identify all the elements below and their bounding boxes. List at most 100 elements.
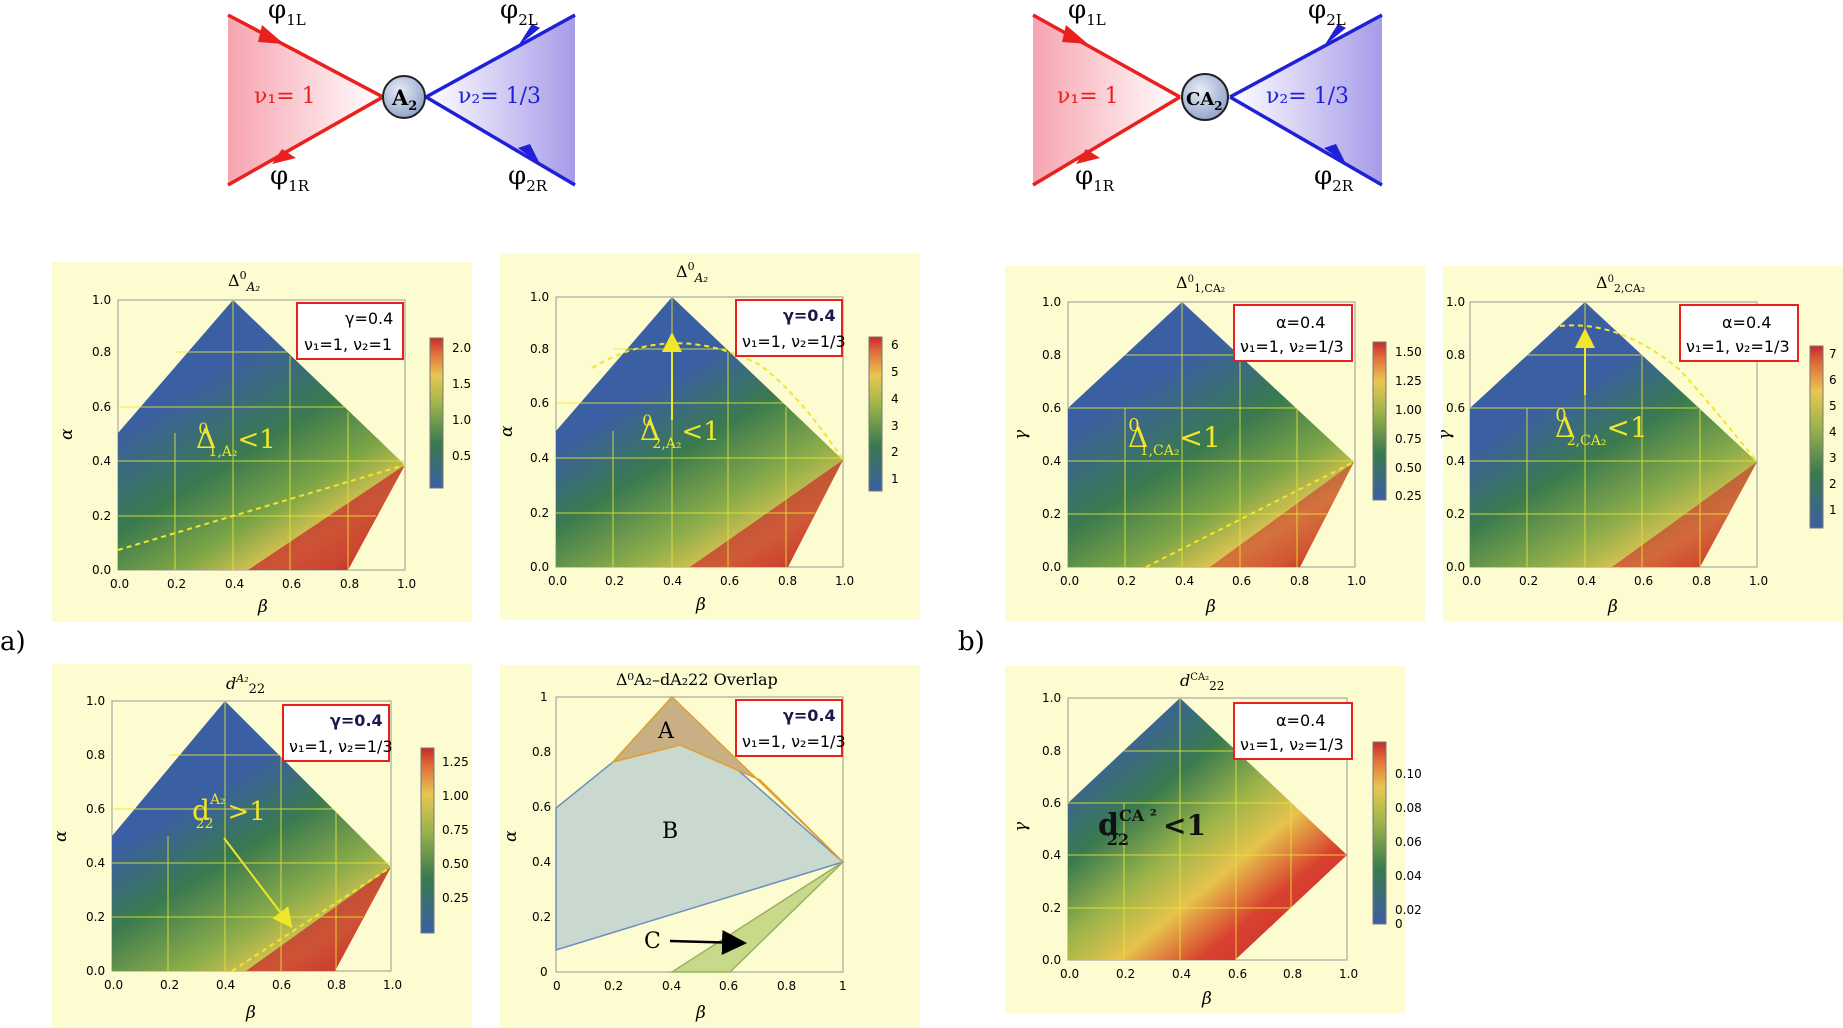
node-b-label: CA2	[1186, 89, 1223, 113]
svg-text:1.0: 1.0	[397, 577, 416, 591]
svg-text:0.2: 0.2	[1042, 507, 1061, 521]
svg-text:0.2: 0.2	[530, 506, 549, 520]
y-axis-label: γ	[1011, 429, 1031, 440]
label-a: a)	[0, 627, 26, 657]
svg-text:0.4: 0.4	[1172, 967, 1191, 981]
svg-text:0.2: 0.2	[86, 910, 105, 924]
y-axis-label: α	[497, 425, 517, 437]
svg-text:0.4: 0.4	[1577, 574, 1596, 588]
svg-text:1.0: 1.0	[1042, 691, 1061, 705]
svg-text:2: 2	[891, 445, 899, 459]
svg-text:0.75: 0.75	[1395, 432, 1422, 446]
svg-text:0.4: 0.4	[92, 454, 111, 468]
svg-text:0.4: 0.4	[1042, 454, 1061, 468]
svg-text:0.2: 0.2	[1117, 574, 1136, 588]
nu1-label-a: ν₁= 1	[254, 84, 316, 109]
svg-text:0.6: 0.6	[282, 577, 301, 591]
x-ticks: 0.0 0.2 0.4 0.6 0.8 1.0	[110, 577, 416, 591]
svg-text:1.0: 1.0	[1339, 967, 1358, 981]
svg-text:1: 1	[1829, 503, 1837, 517]
svg-text:0.2: 0.2	[160, 978, 179, 992]
svg-text:0.8: 0.8	[1290, 574, 1309, 588]
svg-text:1.0: 1.0	[835, 574, 854, 588]
nu2-label-b: ν₂= 1/3	[1266, 84, 1349, 109]
svg-text:0.6: 0.6	[272, 978, 291, 992]
svg-text:0.6: 0.6	[1228, 967, 1247, 981]
svg-text:7: 7	[1829, 347, 1837, 361]
svg-text:1.0: 1.0	[1347, 574, 1366, 588]
svg-text:0.0: 0.0	[1060, 967, 1079, 981]
inner-label: Δ01,A₂<1	[196, 419, 276, 460]
svg-text:0.0: 0.0	[1462, 574, 1481, 588]
param-nu: ν₁=1, ν₂=1/3	[742, 732, 846, 751]
x-ticks: 0.0 0.2 0.4 0.6 0.8 1.0	[1462, 574, 1768, 588]
svg-text:0.6: 0.6	[1446, 401, 1465, 415]
param-box	[296, 302, 404, 360]
x-axis-label: β	[257, 597, 268, 617]
x-ticks: 0.0 0.2 0.4 0.6 0.8 1.0	[104, 978, 402, 992]
panel-overlap: Δ⁰A₂–dA₂22 Overlap A B C γ=0.4 ν₁=1, ν₂=…	[500, 665, 920, 1028]
x-axis-label: β	[1205, 597, 1216, 617]
svg-text:0.02: 0.02	[1395, 903, 1422, 917]
svg-text:1.0: 1.0	[1042, 295, 1061, 309]
svg-text:1.0: 1.0	[86, 694, 105, 708]
y-ticks: 0.0 0.2 0.4 0.6 0.8 1.0	[530, 290, 549, 574]
svg-text:0.8: 0.8	[340, 577, 359, 591]
nu1-label-b: ν₁= 1	[1057, 84, 1119, 109]
svg-text:0.6: 0.6	[1042, 796, 1061, 810]
param-nu: ν₁=1, ν₂=1/3	[1240, 337, 1344, 356]
param-box	[735, 299, 843, 357]
param-box	[282, 704, 390, 762]
svg-text:0.4: 0.4	[216, 978, 235, 992]
y-ticks: 0.0 0.2 0.4 0.6 0.8 1.0	[1042, 691, 1061, 967]
svg-text:0.6: 0.6	[1042, 401, 1061, 415]
colorbar-ticks: 0.10 0.08 0.06 0.04 0.020	[1395, 767, 1422, 931]
svg-text:0.6: 0.6	[720, 574, 739, 588]
svg-text:1.5: 1.5	[452, 377, 471, 391]
y-axis-label: α	[51, 830, 71, 842]
node-a-label: A2	[391, 85, 417, 114]
y-ticks: 0.0 0.2 0.4 0.6 0.8 1.0	[1042, 295, 1061, 574]
svg-text:0.8: 0.8	[86, 748, 105, 762]
panel-title: Δ⁰A₂–dA₂22 Overlap	[616, 670, 778, 689]
panel-delta0-a2-nu13: Δ0A₂ Δ02,A₂<1 γ=0.4 ν₁=1, ν₂=1/3 0.0 0.2 0…	[497, 253, 920, 620]
nu2-label-a: ν₂= 1/3	[458, 84, 541, 109]
svg-text:0.2: 0.2	[92, 509, 111, 523]
svg-text:0.8: 0.8	[1283, 967, 1302, 981]
svg-text:0.8: 0.8	[777, 979, 796, 993]
param-nu: ν₁=1, ν₂=1/3	[1686, 337, 1790, 356]
svg-text:0.0: 0.0	[1446, 560, 1465, 574]
panel-d22-ca2: dCA₂22 dCA ² 22 <1 α=0.4 ν₁=1, ν₂=1/3 0.0 0…	[1005, 666, 1422, 1013]
panel-title: Δ0A₂	[228, 269, 260, 294]
colorbar	[1372, 341, 1387, 501]
phi1L-label-b: φ1L	[1068, 0, 1106, 29]
x-axis-label: β	[1607, 597, 1618, 617]
phi2L-label-a: φ2L	[500, 0, 538, 29]
svg-text:0.0: 0.0	[92, 563, 111, 577]
panel-title: Δ02,CA₂	[1596, 273, 1645, 295]
param-gamma: γ=0.4	[783, 706, 836, 725]
svg-text:0.08: 0.08	[1395, 801, 1422, 815]
svg-text:0.2: 0.2	[1042, 901, 1061, 915]
svg-text:0.2: 0.2	[604, 979, 623, 993]
phi1R-label-a: φ1R	[270, 161, 310, 195]
colorbar	[1372, 741, 1387, 925]
svg-text:0.6: 0.6	[1634, 574, 1653, 588]
colorbar-ticks: 1.25 1.00 0.75 0.50 0.25	[442, 755, 469, 905]
svg-text:6: 6	[1829, 373, 1837, 387]
param-alpha: α=0.4	[1722, 313, 1771, 332]
inner-label: Δ02,A₂<1	[640, 411, 720, 452]
colorbar	[1809, 345, 1824, 529]
param-alpha: α=0.4	[1276, 313, 1325, 332]
svg-text:0.6: 0.6	[530, 396, 549, 410]
param-nu: ν₁=1, ν₂=1/3	[289, 737, 393, 756]
svg-text:0.04: 0.04	[1395, 869, 1422, 883]
diagram-b: CA2 ν₁= 1 ν₂= 1/3 φ1L φ1R φ2L φ2R	[1032, 0, 1383, 195]
param-box	[1233, 702, 1353, 760]
panel-title: Δ0A₂	[676, 260, 708, 285]
svg-text:0.8: 0.8	[532, 745, 551, 759]
param-nu: ν₁=1, ν₂=1/3	[1240, 735, 1344, 754]
panel-title: dCA₂22	[1180, 671, 1224, 693]
svg-text:0: 0	[553, 979, 561, 993]
